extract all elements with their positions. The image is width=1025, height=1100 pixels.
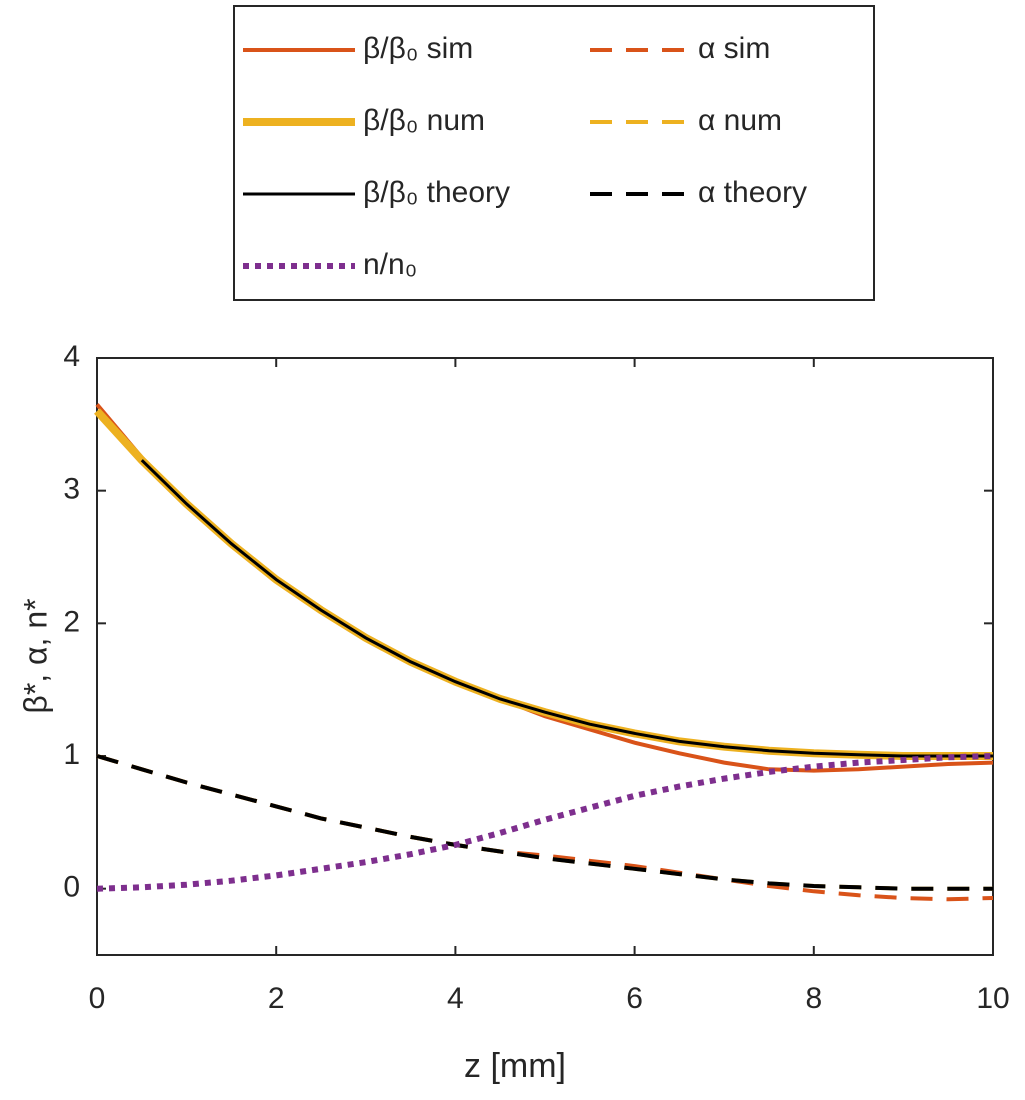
x-tick-label: 10 <box>976 982 1009 1015</box>
series-line <box>96 753 994 892</box>
x-tick-label: 8 <box>805 982 822 1015</box>
x-tick-label: 6 <box>626 982 643 1015</box>
series-line <box>96 754 993 891</box>
legend-label: β/β₀ theory <box>363 176 510 209</box>
x-tick-label: 4 <box>447 982 464 1015</box>
series-line <box>96 754 993 891</box>
x-axis-label: z [mm] <box>464 1047 566 1085</box>
y-axis-label: β*, α, n* <box>17 598 53 713</box>
legend-label: n/n₀ <box>363 248 417 281</box>
plot-frame <box>96 357 994 956</box>
y-tick-label: 2 <box>63 605 80 638</box>
legend-label: α num <box>698 104 782 137</box>
legend-label: β/β₀ sim <box>363 32 473 65</box>
legend-label: α sim <box>698 32 770 65</box>
y-tick-label: 1 <box>63 738 80 771</box>
legend-label: α theory <box>698 176 807 209</box>
y-tick-label: 4 <box>63 340 80 373</box>
series-line <box>140 459 993 758</box>
x-tick-label: 2 <box>268 982 285 1015</box>
legend-label: β/β₀ num <box>363 104 485 137</box>
legend-box <box>233 5 875 301</box>
y-tick-label: 3 <box>63 473 80 506</box>
series-line <box>94 408 993 760</box>
y-tick-label: 0 <box>63 871 80 904</box>
x-tick-label: 0 <box>89 982 106 1015</box>
